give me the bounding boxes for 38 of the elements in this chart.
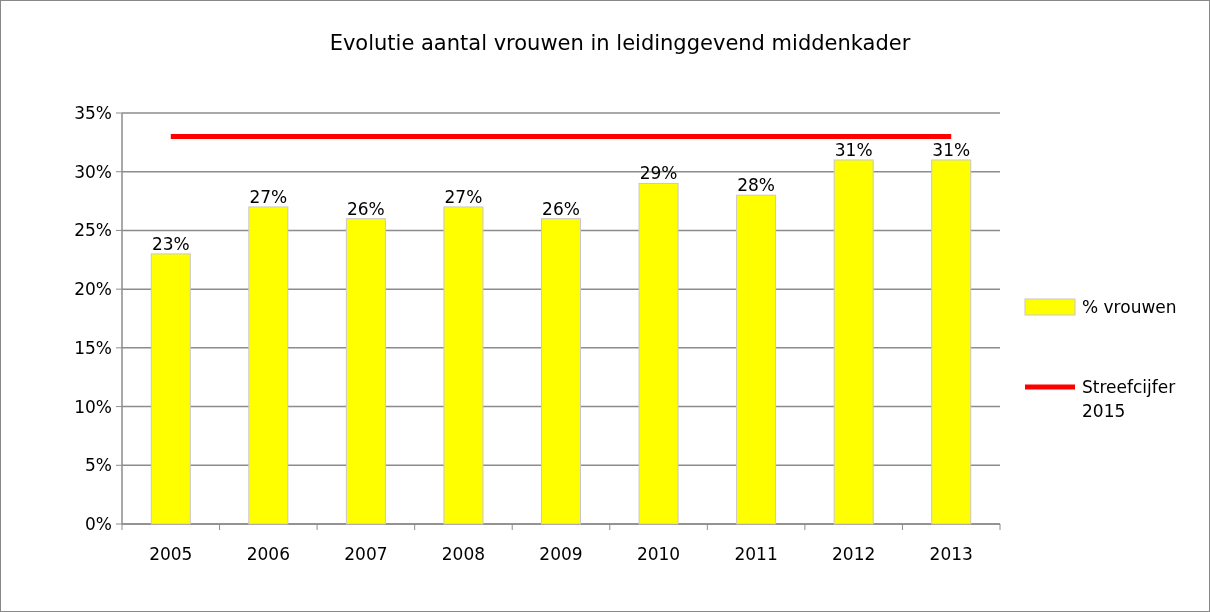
- data-label: 26%: [542, 198, 580, 219]
- legend-label: Streefcijfer 2015: [1082, 376, 1176, 421]
- bar: [248, 206, 289, 525]
- x-tick-label: 2011: [734, 544, 778, 564]
- x-tick-label: 2009: [539, 544, 583, 564]
- bar: [345, 218, 386, 525]
- x-tick-label: 2008: [441, 544, 486, 564]
- y-tick-label: 25%: [74, 220, 112, 241]
- data-label: 31%: [932, 139, 971, 160]
- chart-title: Evolutie aantal vrouwen in leidinggevend middenkader: [329, 31, 911, 55]
- y-tick-label: 35%: [74, 102, 112, 123]
- y-tick-label: 5%: [85, 455, 112, 476]
- bar: [736, 194, 777, 525]
- legend-label: % vrouwen: [1082, 296, 1177, 317]
- x-tick-label: 2006: [246, 544, 290, 564]
- bar: [150, 253, 191, 525]
- x-tick-label: 2005: [149, 544, 193, 564]
- x-tick-label: 2007: [344, 544, 388, 564]
- y-tick-label: 0%: [85, 513, 112, 534]
- x-tick-label: 2012: [832, 544, 876, 564]
- bar: [443, 206, 484, 525]
- data-label: 31%: [834, 139, 873, 160]
- data-label: 23%: [151, 233, 190, 254]
- y-tick-label: 15%: [74, 337, 112, 358]
- bar: [931, 159, 972, 525]
- data-label: 27%: [444, 186, 483, 207]
- y-tick-label: 30%: [74, 161, 112, 182]
- data-label: 27%: [249, 186, 288, 207]
- bar: [638, 182, 679, 525]
- x-tick-label: 2013: [929, 544, 973, 564]
- bar: [833, 159, 874, 525]
- data-label: 29%: [639, 163, 678, 184]
- data-label: 28%: [737, 175, 776, 196]
- data-label: 26%: [346, 198, 385, 219]
- y-tick-label: 10%: [74, 396, 112, 417]
- x-tick-label: 2010: [636, 544, 681, 564]
- bar: [540, 218, 582, 525]
- y-tick-label: 20%: [74, 279, 112, 300]
